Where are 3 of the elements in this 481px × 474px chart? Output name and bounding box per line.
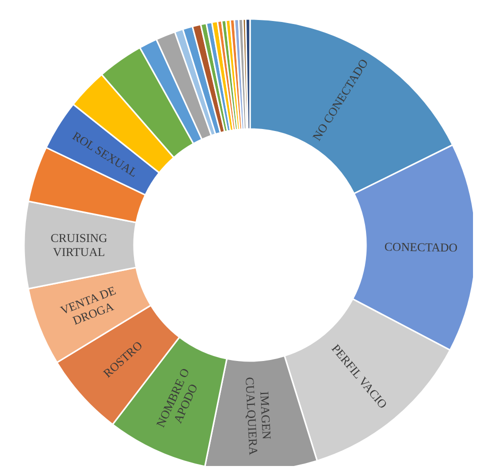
- slice-label: CONECTADO: [384, 240, 458, 255]
- slice-label: CRUISING VIRTUAL: [50, 231, 108, 259]
- slice-label: IMAGEN CUALQUIERA: [242, 376, 274, 456]
